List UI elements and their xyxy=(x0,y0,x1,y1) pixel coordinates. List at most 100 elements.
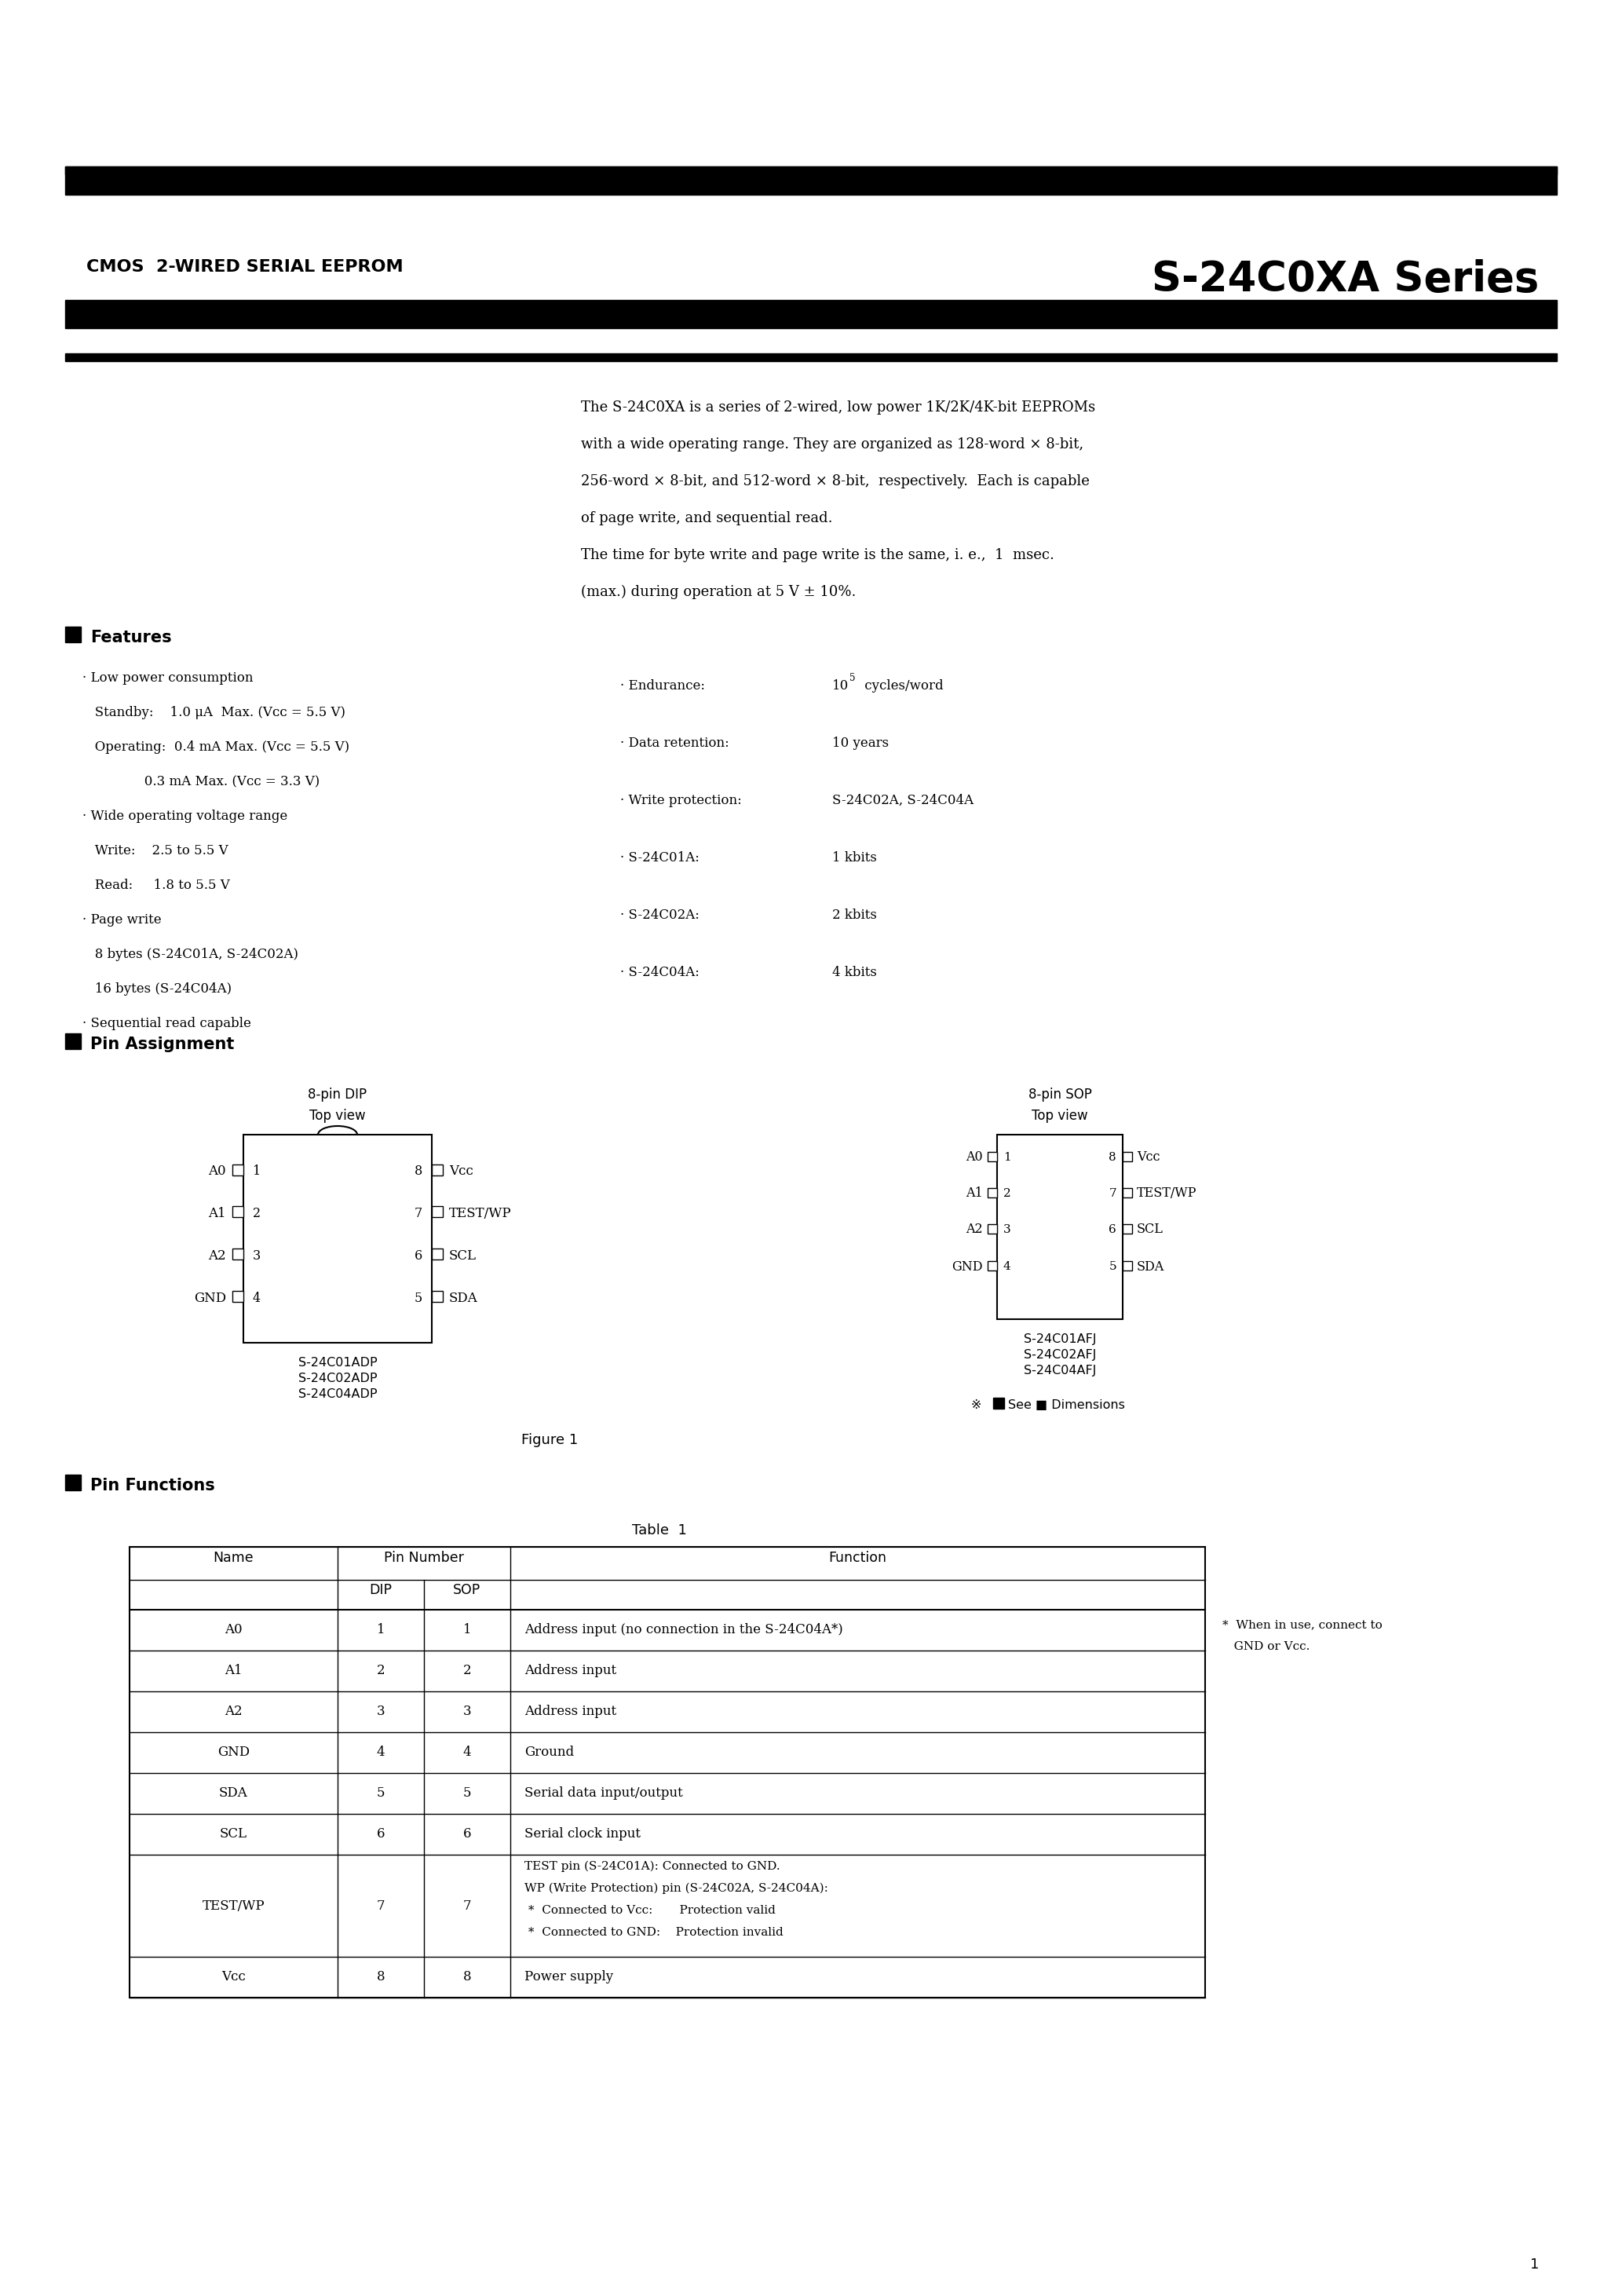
Bar xyxy=(431,1205,443,1217)
Bar xyxy=(130,1548,1205,1998)
Text: 10 years: 10 years xyxy=(832,737,889,751)
Text: 256-word × 8-bit, and 512-word × 8-bit,  respectively.  Each is capable: 256-word × 8-bit, and 512-word × 8-bit, … xyxy=(581,475,1090,489)
Text: WP (Write Protection) pin (S-24C02A, S-24C04A):: WP (Write Protection) pin (S-24C02A, S-2… xyxy=(524,1883,829,1894)
Text: 8 bytes (S-24C01A, S-24C02A): 8 bytes (S-24C01A, S-24C02A) xyxy=(83,948,298,962)
Text: SDA: SDA xyxy=(219,1786,248,1800)
Text: 7: 7 xyxy=(1109,1187,1116,1199)
Text: SOP: SOP xyxy=(453,1582,482,1598)
Bar xyxy=(232,1164,243,1176)
Text: Pin Functions: Pin Functions xyxy=(91,1479,216,1492)
Text: Operating:  0.4 mA Max. (Vᴄᴄ = 5.5 V): Operating: 0.4 mA Max. (Vᴄᴄ = 5.5 V) xyxy=(83,742,349,753)
Bar xyxy=(431,1164,443,1176)
Text: 10: 10 xyxy=(832,680,848,693)
Text: A0: A0 xyxy=(225,1623,242,1637)
Text: See ■ Dimensions: See ■ Dimensions xyxy=(1007,1398,1126,1412)
Text: 4: 4 xyxy=(1004,1261,1011,1272)
Text: Function: Function xyxy=(829,1550,887,1566)
Text: 8: 8 xyxy=(414,1164,422,1178)
Text: Standby:    1.0 μA  Max. (Vᴄᴄ = 5.5 V): Standby: 1.0 μA Max. (Vᴄᴄ = 5.5 V) xyxy=(83,705,345,719)
Text: Address input (no connection in the S-24C04A*): Address input (no connection in the S-24… xyxy=(524,1623,843,1637)
Text: The time for byte write and page write is the same, i. e.,  1  msec.: The time for byte write and page write i… xyxy=(581,549,1054,563)
Text: A1: A1 xyxy=(965,1187,983,1201)
Text: 5: 5 xyxy=(376,1786,384,1800)
Text: ※: ※ xyxy=(972,1398,981,1412)
Text: · Page write: · Page write xyxy=(83,914,162,928)
Text: 7: 7 xyxy=(462,1899,472,1913)
Text: 2: 2 xyxy=(462,1665,472,1678)
Text: SDA: SDA xyxy=(1137,1261,1165,1274)
Text: 2 kbits: 2 kbits xyxy=(832,909,878,923)
Text: Name: Name xyxy=(214,1550,253,1566)
Text: · S-24C04A:: · S-24C04A: xyxy=(620,967,699,978)
Text: GND: GND xyxy=(952,1261,983,1274)
Text: Serial data input/output: Serial data input/output xyxy=(524,1786,683,1800)
Text: Vᴄᴄ: Vᴄᴄ xyxy=(222,1970,245,1984)
Text: Power supply: Power supply xyxy=(524,1970,613,1984)
Text: · Wide operating voltage range: · Wide operating voltage range xyxy=(83,810,287,822)
Text: 0.3 mA Max. (Vᴄᴄ = 3.3 V): 0.3 mA Max. (Vᴄᴄ = 3.3 V) xyxy=(83,776,320,788)
Text: S-24C01ADP
S-24C02ADP
S-24C04ADP: S-24C01ADP S-24C02ADP S-24C04ADP xyxy=(298,1357,376,1401)
Text: 4 kbits: 4 kbits xyxy=(832,967,878,978)
Text: 2: 2 xyxy=(376,1665,384,1678)
Text: · Data retention:: · Data retention: xyxy=(620,737,730,751)
Text: 5: 5 xyxy=(850,673,855,684)
Text: 6: 6 xyxy=(414,1249,422,1263)
Text: 5: 5 xyxy=(462,1786,472,1800)
Text: GND: GND xyxy=(217,1745,250,1759)
Text: SCL: SCL xyxy=(449,1249,477,1263)
Text: 4: 4 xyxy=(253,1290,261,1304)
Text: (max.) during operation at 5 V ± 10%.: (max.) during operation at 5 V ± 10%. xyxy=(581,585,856,599)
Text: SCL: SCL xyxy=(1137,1224,1163,1235)
Text: 1: 1 xyxy=(1004,1153,1011,1162)
Text: · Sequential read capable: · Sequential read capable xyxy=(83,1017,251,1031)
Text: 16 bytes (S-24C04A): 16 bytes (S-24C04A) xyxy=(83,983,232,996)
Text: 1: 1 xyxy=(462,1623,472,1637)
Text: 7: 7 xyxy=(376,1899,384,1913)
Text: · Write protection:: · Write protection: xyxy=(620,794,741,808)
Text: *  When in use, connect to: * When in use, connect to xyxy=(1223,1619,1382,1630)
Text: 3: 3 xyxy=(462,1706,472,1717)
Text: 1 kbits: 1 kbits xyxy=(832,852,878,866)
Text: Pin Number: Pin Number xyxy=(384,1550,464,1566)
Text: · Endurance:: · Endurance: xyxy=(620,680,706,693)
Text: 8: 8 xyxy=(462,1970,472,1984)
Text: TEST/WP: TEST/WP xyxy=(203,1899,264,1913)
Text: The S-24C0XA is a series of 2-wired, low power 1K/2K/4K-bit EEPROMs: The S-24C0XA is a series of 2-wired, low… xyxy=(581,400,1095,416)
Text: 4: 4 xyxy=(462,1745,472,1759)
Text: 2: 2 xyxy=(1004,1187,1011,1199)
Text: Top view: Top view xyxy=(1032,1109,1088,1123)
Text: *  Connected to GND:    Protection invalid: * Connected to GND: Protection invalid xyxy=(524,1926,783,1938)
Text: 3: 3 xyxy=(1004,1224,1011,1235)
Text: 7: 7 xyxy=(414,1205,422,1219)
Bar xyxy=(988,1224,998,1233)
Bar xyxy=(65,627,81,643)
Text: 6: 6 xyxy=(376,1828,384,1841)
Text: 8-pin DIP: 8-pin DIP xyxy=(308,1088,367,1102)
Text: Figure 1: Figure 1 xyxy=(521,1433,577,1446)
Text: S-24C0XA Series: S-24C0XA Series xyxy=(1152,259,1539,301)
Text: A2: A2 xyxy=(208,1249,225,1263)
Bar xyxy=(1122,1153,1132,1162)
Bar xyxy=(988,1261,998,1270)
Bar xyxy=(243,1134,431,1343)
Text: 8: 8 xyxy=(376,1970,384,1984)
Text: Vᴄᴄ: Vᴄᴄ xyxy=(1137,1150,1160,1164)
Text: Top view: Top view xyxy=(310,1109,365,1123)
Text: · Low power consumption: · Low power consumption xyxy=(83,670,253,684)
Text: 4: 4 xyxy=(376,1745,384,1759)
Bar xyxy=(1122,1187,1132,1199)
Bar xyxy=(1122,1261,1132,1270)
Text: 1: 1 xyxy=(1530,2257,1539,2271)
Text: A0: A0 xyxy=(967,1150,983,1164)
Text: S-24C01AFJ
S-24C02AFJ
S-24C04AFJ: S-24C01AFJ S-24C02AFJ S-24C04AFJ xyxy=(1023,1334,1096,1375)
Text: TEST pin (S-24C01A): Connected to GND.: TEST pin (S-24C01A): Connected to GND. xyxy=(524,1862,780,1871)
Text: A1: A1 xyxy=(208,1205,225,1219)
Text: 8: 8 xyxy=(1109,1153,1116,1162)
Text: 8-pin SOP: 8-pin SOP xyxy=(1028,1088,1092,1102)
Bar xyxy=(232,1290,243,1302)
Text: 6: 6 xyxy=(462,1828,472,1841)
Bar xyxy=(65,301,1557,328)
Text: S-24C02A, S-24C04A: S-24C02A, S-24C04A xyxy=(832,794,973,808)
Text: of page write, and sequential read.: of page write, and sequential read. xyxy=(581,512,832,526)
Bar xyxy=(993,1398,1004,1410)
